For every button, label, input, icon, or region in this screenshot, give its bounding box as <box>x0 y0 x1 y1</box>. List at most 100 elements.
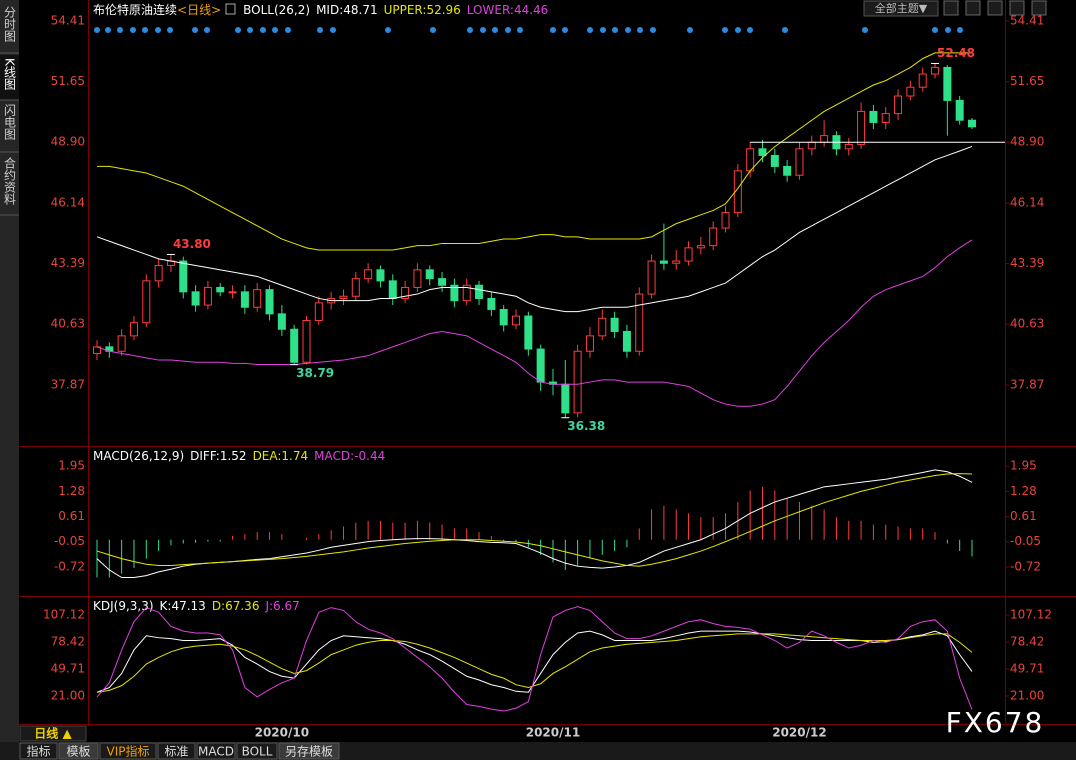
tab[interactable] <box>157 742 196 760</box>
period-label: <日线> <box>177 3 221 17</box>
y-tick-label: 1.95 <box>1010 459 1037 473</box>
signal-dot <box>94 27 100 33</box>
candle-body <box>857 110 866 145</box>
tab[interactable] <box>99 742 157 760</box>
instrument-name: 布伦特原油连续 <box>93 2 177 17</box>
sidebar <box>0 0 19 742</box>
signal-dot <box>505 27 511 33</box>
candle-body <box>881 113 890 123</box>
signal-dot <box>687 27 693 33</box>
candle-body <box>339 295 348 299</box>
period-button-label[interactable]: 日线 ▲ <box>34 726 72 741</box>
indicator-line <box>97 52 972 251</box>
y-tick-label: 78.42 <box>1010 634 1044 648</box>
y-tick-label: 54.41 <box>51 13 85 27</box>
candle-body <box>721 212 730 229</box>
candle-body <box>265 289 274 315</box>
y-tick-label: 43.39 <box>51 256 85 270</box>
candle-body <box>672 260 681 264</box>
signal-dot <box>192 27 198 33</box>
signal-dot <box>650 27 656 33</box>
candle-body <box>968 119 976 128</box>
tab-group: 指标 模板 VIP指标 标准 MACD BOLL 另存模板 <box>19 742 340 760</box>
candle-body <box>142 280 151 324</box>
tab[interactable] <box>19 742 58 760</box>
candle-body <box>955 99 964 121</box>
indicator-header: MACD(26,12,9) DIFF:1.52 DEA:1.74 MACD:-0.44 <box>93 449 385 463</box>
candle-body <box>129 322 138 337</box>
signal-dot <box>612 27 618 33</box>
tab[interactable] <box>236 742 278 760</box>
extreme-label: 52.48 <box>937 46 975 60</box>
legend-entry: LOWER:44.46 <box>467 3 549 17</box>
signal-dot <box>167 27 173 33</box>
y-tick-label: 54.41 <box>1010 13 1044 27</box>
candle-body <box>894 95 903 115</box>
signal-dot <box>317 27 323 33</box>
toolbar-icon[interactable] <box>965 0 981 16</box>
tab-label[interactable]: 标准 <box>164 745 188 759</box>
signal-dot <box>492 27 498 33</box>
theme-button[interactable] <box>863 0 939 17</box>
tab[interactable] <box>58 742 99 760</box>
signal-dot <box>637 27 643 33</box>
signal-dot <box>467 27 473 33</box>
candle-body <box>376 269 385 282</box>
candle-body <box>696 245 705 249</box>
candle-body <box>869 110 878 123</box>
indicator-line <box>96 473 973 567</box>
extreme-label: 43.80 <box>173 237 211 251</box>
y-tick-label: 107.12 <box>1010 608 1052 622</box>
y-tick-label: 48.90 <box>1010 135 1044 149</box>
period-button[interactable] <box>19 725 87 742</box>
indicator-header: KDJ(9,3,3) K:47.13 D:67.36 J:6.67 <box>93 599 300 613</box>
indicator-line <box>96 239 973 407</box>
signal-dot <box>747 27 753 33</box>
candle-body <box>228 291 237 294</box>
legend-entry: D:67.36 <box>212 599 260 613</box>
candle-body <box>240 291 249 308</box>
tab[interactable] <box>196 742 236 760</box>
y-tick-label: -0.05 <box>1010 534 1041 548</box>
signal-dot <box>600 27 606 33</box>
toolbar-icon[interactable] <box>987 0 1003 16</box>
x-tick-label: 2020/12 <box>772 726 826 740</box>
y-tick-label: 43.39 <box>1010 256 1044 270</box>
indicator-name: KDJ(9,3,3) <box>93 599 154 613</box>
tab-label[interactable]: MACD <box>198 745 234 759</box>
legend-entry: J:6.67 <box>264 599 299 613</box>
tab-label[interactable]: 另存模板 <box>285 745 333 759</box>
candle-body <box>918 73 927 88</box>
tab-label[interactable]: 指标 <box>26 744 50 759</box>
y-tick-label: 49.71 <box>51 661 85 675</box>
signal-dot <box>142 27 148 33</box>
tab-label[interactable]: BOLL <box>242 745 273 759</box>
tab[interactable] <box>278 742 340 760</box>
candle-body <box>499 308 508 326</box>
date-bar <box>19 725 1076 742</box>
watermark: FX678 <box>946 706 1045 739</box>
legend-entry: MACD:-0.44 <box>314 449 385 463</box>
candle-body <box>524 315 533 350</box>
toolbar-icon[interactable] <box>1031 0 1047 16</box>
y-tick-label: 37.87 <box>1010 377 1044 391</box>
tab-label[interactable]: VIP指标 <box>107 744 150 759</box>
y-tick-label: 0.61 <box>1010 509 1037 523</box>
theme-button-label[interactable]: 全部主题▼ <box>875 1 928 15</box>
candle-body <box>314 302 323 321</box>
tab-label[interactable]: 模板 <box>66 745 90 759</box>
candle-body <box>277 313 286 330</box>
sidebar-active <box>0 55 19 100</box>
toolbar-icon[interactable] <box>943 0 959 16</box>
signal-dot <box>735 27 741 33</box>
legend-entry: DIFF:1.52 <box>190 449 246 463</box>
y-tick-label: 21.00 <box>51 689 85 703</box>
candle-body <box>783 165 792 176</box>
sidebar-tab[interactable]: 合约资料 <box>3 156 17 205</box>
candle-body <box>351 278 360 297</box>
sidebar-tab[interactable]: 分时图 <box>3 6 17 42</box>
sidebar-tab[interactable]: 闪电图 <box>3 104 17 140</box>
sidebar-tab[interactable]: K线图 <box>3 58 17 90</box>
toolbar-icon[interactable] <box>1009 0 1025 16</box>
